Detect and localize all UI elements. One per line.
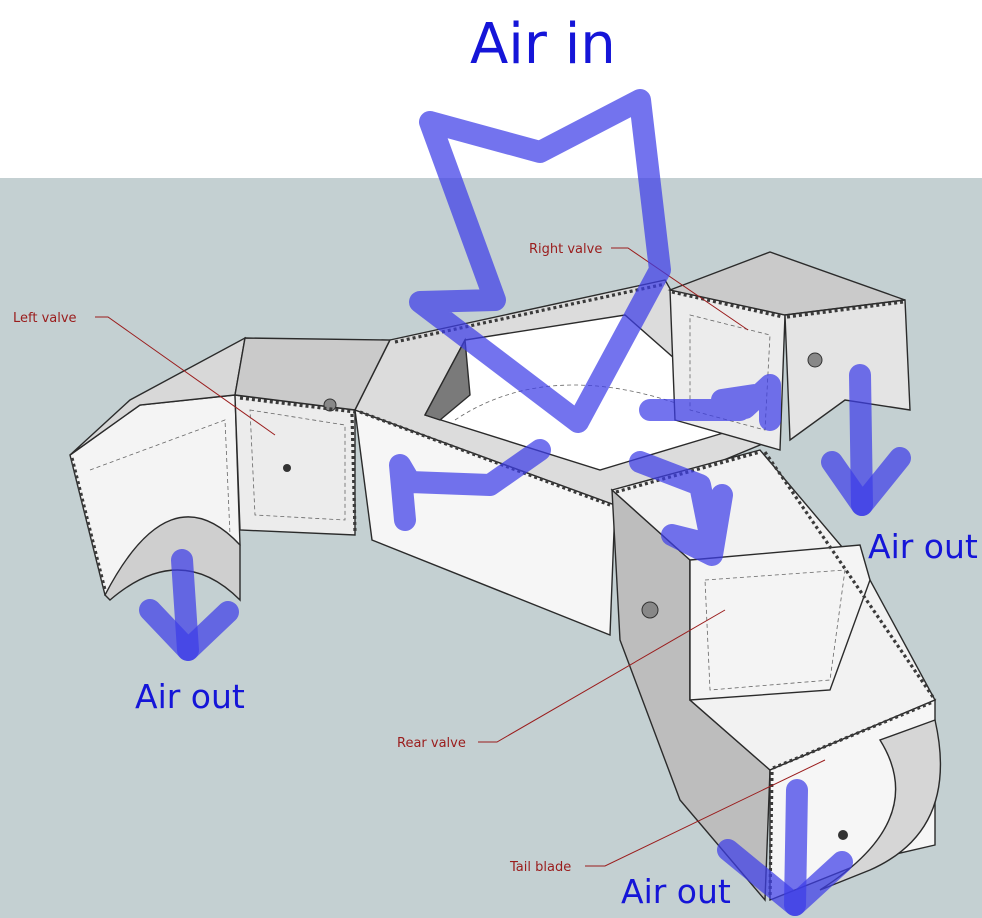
callout-left-valve: Left valve bbox=[13, 311, 77, 326]
rear-outlet-arrow bbox=[784, 779, 808, 916]
callout-rear-valve: Rear valve bbox=[397, 736, 466, 751]
tail-arch bbox=[819, 719, 942, 891]
right-duct-end bbox=[784, 299, 911, 442]
callout-right-valve: Right valve bbox=[529, 242, 602, 257]
airflow-arrows bbox=[139, 89, 911, 916]
duct-assembly bbox=[69, 251, 942, 902]
rear-flow-arrow bbox=[629, 451, 733, 566]
callout-tail-blade: Tail blade bbox=[509, 860, 571, 875]
left-flow-arrow bbox=[389, 439, 551, 531]
right-outlet-arrow bbox=[849, 364, 873, 516]
right-flow-arrow bbox=[639, 374, 781, 431]
air-in-label: Air in bbox=[470, 12, 616, 77]
air-out-label-right: Air out bbox=[868, 527, 978, 566]
callout-leaders bbox=[95, 247, 826, 867]
air-in-arrow bbox=[409, 89, 671, 433]
air-out-label-left: Air out bbox=[135, 677, 245, 716]
air-out-label-rear: Air out bbox=[621, 872, 731, 911]
